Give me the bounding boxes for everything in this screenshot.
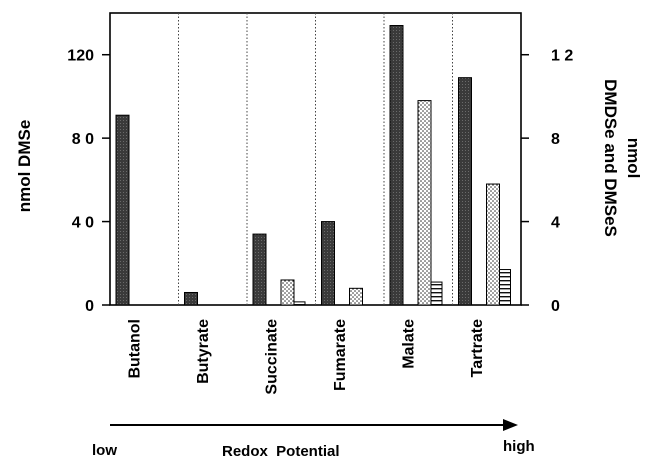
- left-tick-label: 4 0: [72, 215, 94, 232]
- bar-dmse-malate: [389, 25, 404, 306]
- category-label-malate: Malate: [400, 319, 417, 369]
- y-axis-left-label: nmol DMSe: [15, 120, 34, 213]
- category-label-succinate: Succinate: [263, 319, 280, 395]
- y-axis-right-label-1: nmol: [624, 138, 643, 179]
- y-axis-right-label-2: DMDSe and DMSeS: [601, 79, 620, 237]
- right-tick-label: 0: [551, 298, 560, 315]
- left-tick-label: 0: [85, 298, 94, 315]
- right-axis-ticks: 0 4 8 1 2: [521, 48, 573, 315]
- arrow-low-label: low: [92, 442, 117, 459]
- bar-dmse-fumarate: [321, 221, 335, 306]
- bar-dmse-succinate: [252, 233, 267, 306]
- bar-dmse-butyrate: [184, 291, 198, 306]
- arrow-center-label: Redox Potential: [222, 443, 340, 460]
- left-tick-label: 8 0: [72, 131, 94, 148]
- category-separators: [178, 13, 453, 305]
- bar-dmses-tartrate: [499, 269, 511, 306]
- bar-dmses-malate: [430, 281, 443, 306]
- bar-dmse-butanol: [115, 114, 130, 306]
- bar-dmdse-malate: [417, 100, 432, 306]
- bar-dmdse-tartrate: [486, 183, 500, 306]
- bar-dmdse-succinate: [280, 279, 295, 306]
- bar-dmdse-fumarate: [349, 287, 363, 306]
- left-tick-label: 120: [67, 48, 94, 65]
- category-label-fumarate: Fumarate: [332, 319, 349, 391]
- category-label-butanol: Butanol: [126, 319, 143, 379]
- right-tick-label: 8: [551, 131, 560, 148]
- bar-dmse-tartrate: [458, 77, 472, 306]
- category-labels: Butanol Butyrate Succinate Fumarate Malate Ta…: [126, 319, 486, 395]
- bars: [115, 25, 511, 306]
- right-tick-label: 1 2: [551, 48, 573, 65]
- left-axis-ticks: 0 4 0 8 0 120: [67, 48, 110, 315]
- category-label-butyrate: Butyrate: [195, 319, 212, 384]
- category-label-tartrate: Tartrate: [469, 319, 486, 377]
- arrow-high-label: high: [503, 438, 535, 455]
- right-tick-label: 4: [551, 215, 560, 232]
- redox-arrowhead: [503, 419, 518, 431]
- bar-dmses-succinate: [293, 301, 306, 306]
